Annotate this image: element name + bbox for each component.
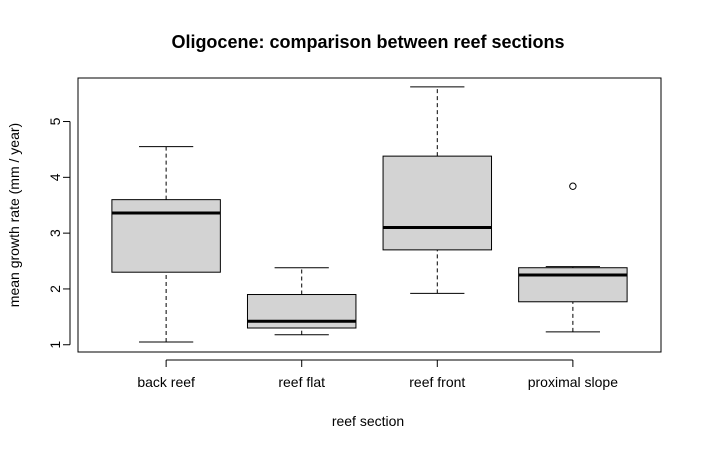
y-tick-label: 1 [47, 341, 63, 349]
outlier-point [569, 182, 577, 190]
y-tick-label: 2 [47, 285, 63, 293]
box-group [518, 182, 628, 333]
x-tick-label: proximal slope [528, 374, 618, 390]
x-tick-label: reef front [409, 374, 465, 390]
x-tick-label: reef flat [278, 374, 325, 390]
x-axis-title: reef section [332, 413, 404, 429]
plot-frame [77, 77, 662, 353]
chart-title: Oligocene: comparison between reef secti… [171, 32, 564, 52]
box-iqr [111, 199, 221, 273]
y-axis: 1 2 3 4 5 [47, 117, 71, 349]
box-group [111, 146, 221, 343]
box-iqr [246, 294, 357, 329]
box-iqr [518, 267, 628, 303]
y-tick-label: 5 [47, 117, 63, 125]
y-tick-label: 3 [47, 229, 63, 237]
x-tick-label: back reef [137, 374, 195, 390]
y-tick-label: 4 [47, 173, 63, 181]
box-group [246, 267, 357, 336]
boxplot-boxes [111, 86, 628, 343]
box-group [382, 86, 493, 294]
y-axis-title: mean growth rate (mm / year) [6, 123, 22, 307]
x-axis: back reef reef flat reef front proximal slo… [137, 359, 618, 390]
box-iqr [382, 155, 493, 251]
